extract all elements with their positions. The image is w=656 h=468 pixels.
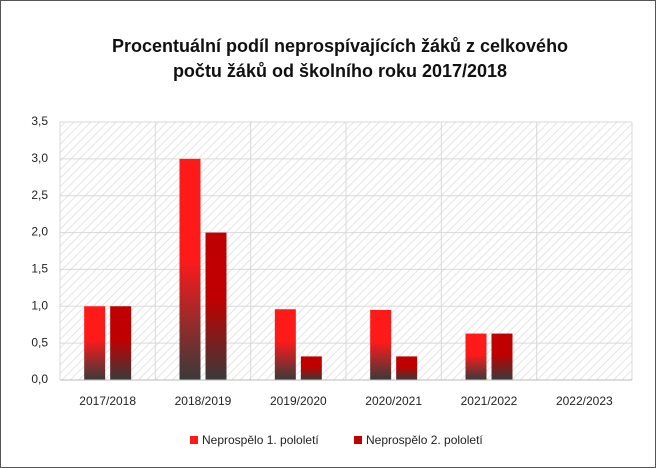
bar	[274, 309, 296, 380]
bar	[84, 306, 106, 380]
x-tick-label: 2022/2023	[556, 394, 613, 408]
bar	[396, 356, 418, 380]
x-tick-label: 2019/2020	[270, 394, 327, 408]
legend-label: Neprospělo 1. pololetí	[202, 433, 319, 447]
x-tick-label: 2020/2021	[365, 394, 422, 408]
y-tick-label: 2,5	[31, 188, 48, 202]
legend-label: Neprospělo 2. pololetí	[366, 433, 483, 447]
bar	[205, 232, 227, 380]
y-tick-label: 3,0	[31, 151, 48, 165]
bar	[179, 158, 201, 380]
y-tick-label: 1,5	[31, 262, 48, 276]
bar	[491, 333, 513, 380]
legend-swatch	[190, 436, 198, 444]
bar	[370, 309, 392, 380]
y-tick-label: 1,0	[31, 298, 48, 312]
y-tick-label: 2,0	[31, 225, 48, 239]
bar	[465, 333, 487, 380]
x-tick-label: 2018/2019	[175, 394, 232, 408]
bar	[110, 306, 132, 380]
chart-title: Procentuální podíl neprospívajících žáků…	[112, 36, 568, 56]
y-tick-label: 3,5	[31, 114, 48, 128]
legend-swatch	[354, 436, 362, 444]
y-tick-label: 0,0	[31, 372, 48, 386]
bar	[300, 356, 322, 380]
y-tick-label: 0,5	[31, 335, 48, 349]
x-tick-label: 2017/2018	[79, 394, 136, 408]
x-tick-label: 2021/2022	[461, 394, 518, 408]
chart-title: počtu žáků od školního roku 2017/2018	[173, 61, 507, 81]
